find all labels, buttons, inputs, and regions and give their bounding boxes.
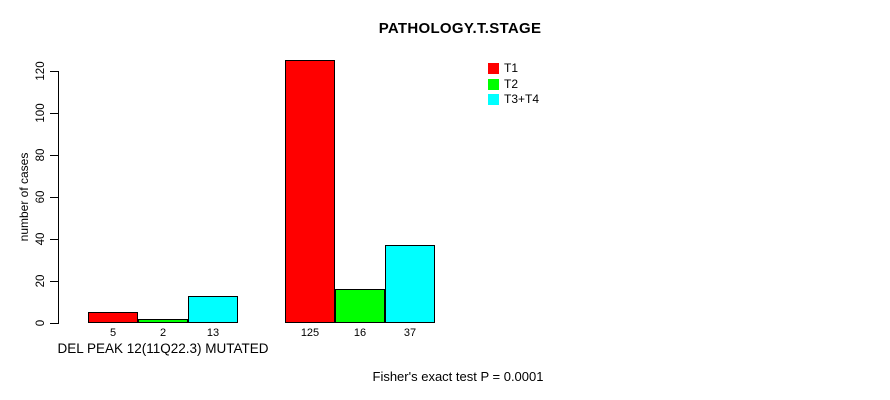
legend-item: T1	[488, 61, 539, 75]
y-tick-label: 40	[35, 232, 47, 246]
legend-label: T2	[504, 76, 519, 91]
y-tick	[50, 113, 58, 114]
group-label-mutated: DEL PEAK 12(11Q22.3) MUTATED	[57, 341, 269, 356]
y-axis-label: number of cases	[17, 152, 31, 242]
legend-swatch-icon	[488, 63, 499, 74]
y-tick-label: 80	[35, 148, 47, 162]
bar-t2	[138, 319, 188, 323]
y-tick-label: 0	[35, 319, 47, 327]
y-tick	[50, 197, 58, 198]
legend-label: T1	[504, 61, 519, 75]
y-tick	[50, 71, 58, 72]
legend-label: T3+T4	[504, 92, 540, 106]
y-axis-line	[58, 71, 59, 324]
legend-item: T3+T4	[488, 92, 540, 106]
y-tick	[50, 323, 58, 324]
y-tick	[50, 155, 58, 156]
bar-t2	[335, 289, 385, 323]
bar-t1	[285, 60, 335, 323]
y-tick-label: 100	[35, 103, 47, 123]
y-tick	[50, 239, 58, 240]
bar-value-label: 125	[300, 327, 320, 339]
bar-value-label: 37	[403, 327, 417, 339]
bar-value-label: 2	[159, 327, 167, 339]
legend: T1 T2 T3+T4	[488, 61, 540, 110]
bar-t1	[88, 312, 138, 323]
bar-t3-t4	[385, 245, 435, 323]
bar-value-label: 13	[206, 327, 220, 339]
legend-item: T2	[488, 76, 539, 91]
bar-value-label: 5	[109, 327, 117, 339]
y-tick-label: 120	[35, 61, 47, 81]
legend-swatch-icon	[488, 78, 499, 90]
bar-value-label: 16	[353, 327, 367, 339]
y-tick-label: 20	[35, 274, 47, 288]
annotation-text: Fisher's exact test P = 0.0001	[372, 369, 544, 384]
chart-title: PATHOLOGY.T.STAGE	[378, 20, 542, 37]
y-tick	[50, 281, 58, 282]
y-tick-label: 60	[35, 190, 47, 204]
legend-swatch-icon	[488, 94, 499, 105]
bar-t3-t4	[188, 296, 238, 323]
